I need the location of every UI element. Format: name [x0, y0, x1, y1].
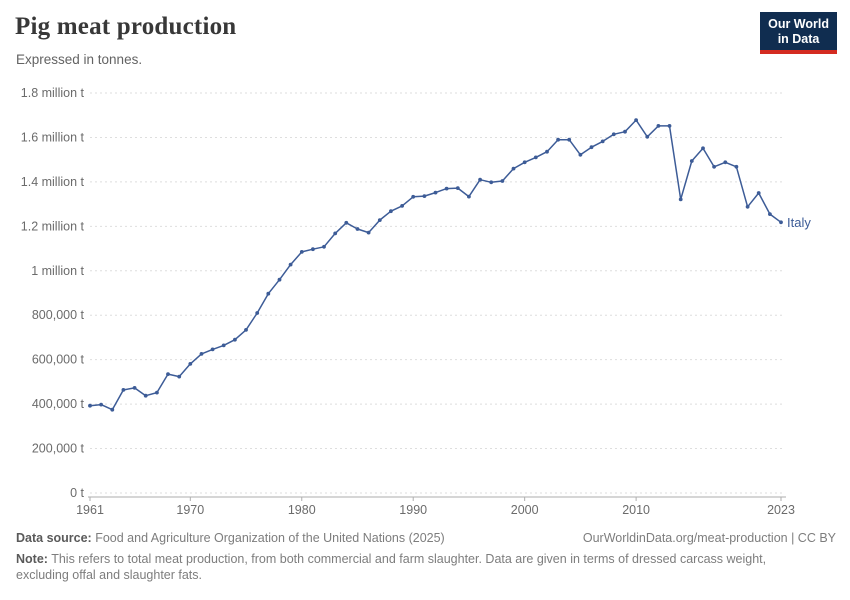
chart-note: Note: This refers to total meat producti… [16, 551, 822, 584]
y-axis-tick-label: 400,000 t [32, 397, 85, 411]
data-point[interactable] [299, 250, 304, 254]
data-point[interactable] [110, 407, 115, 412]
data-point[interactable] [701, 146, 705, 151]
line-chart[interactable]: 0 t 200,000 t 400,000 t 600,000 t 800,000 t 1… [0, 0, 850, 528]
y-axis-tick-label: 1.8 million t [21, 86, 85, 100]
data-point[interactable] [344, 220, 349, 225]
data-point[interactable] [199, 352, 204, 356]
data-source: Data source: Food and Agriculture Organi… [16, 530, 445, 547]
data-point[interactable] [288, 262, 293, 267]
y-axis-tick-label: 0 t [70, 486, 84, 500]
data-point[interactable] [155, 390, 159, 395]
data-point[interactable] [533, 155, 538, 160]
data-point[interactable] [311, 247, 315, 252]
data-point[interactable] [444, 186, 449, 191]
data-point[interactable] [611, 132, 616, 137]
data-point[interactable] [177, 374, 182, 379]
data-point[interactable] [745, 204, 750, 209]
data-point[interactable] [400, 204, 404, 208]
data-point[interactable] [166, 372, 170, 376]
data-point[interactable] [634, 118, 638, 122]
data-point[interactable] [511, 166, 516, 171]
chart-note-text: This refers to total meat production, fr… [16, 551, 767, 583]
x-axis-tick-label: 1970 [176, 503, 204, 517]
series-line-italy[interactable] [89, 119, 782, 411]
data-point[interactable] [734, 164, 739, 169]
data-point[interactable] [712, 164, 716, 169]
source-row: Data source: Food and Agriculture Organi… [16, 530, 836, 547]
data-point[interactable] [389, 209, 393, 214]
data-point[interactable] [277, 277, 282, 282]
data-point[interactable] [188, 362, 193, 366]
y-axis-tick-label: 600,000 t [32, 353, 85, 367]
data-point[interactable] [589, 145, 594, 150]
page-title: Pig meat production [15, 13, 237, 40]
x-axis-tick-label: 2023 [767, 503, 795, 517]
data-point[interactable] [578, 152, 583, 157]
data-point[interactable] [489, 180, 494, 185]
x-axis-tick-label: 2010 [622, 503, 650, 517]
y-axis-tick-label: 1.4 million t [21, 175, 85, 189]
data-point[interactable] [210, 347, 215, 352]
data-point[interactable] [233, 337, 237, 342]
data-point[interactable] [689, 159, 694, 163]
data-point[interactable] [377, 218, 382, 223]
data-point[interactable] [545, 149, 549, 154]
data-point[interactable] [467, 194, 471, 199]
data-point[interactable] [678, 197, 683, 202]
data-point[interactable] [244, 328, 248, 332]
chart-footer: Data source: Food and Agriculture Organi… [16, 530, 836, 584]
data-point[interactable] [433, 190, 438, 195]
data-point[interactable] [656, 124, 661, 128]
data-point[interactable] [366, 230, 371, 235]
data-point[interactable] [556, 137, 560, 142]
data-point[interactable] [455, 186, 460, 191]
data-point[interactable] [422, 194, 427, 199]
data-point[interactable] [355, 227, 360, 231]
data-point[interactable] [322, 244, 326, 249]
data-point[interactable] [411, 194, 416, 199]
data-point[interactable] [723, 160, 728, 165]
x-axis-tick-label: 1961 [76, 503, 104, 517]
data-point[interactable] [779, 220, 783, 225]
y-axis-tick-label: 800,000 t [32, 308, 85, 322]
data-point[interactable] [143, 393, 148, 398]
data-point[interactable] [221, 343, 226, 348]
y-axis-tick-label: 1 million t [31, 264, 84, 278]
owid-logo-line1: Our World [768, 17, 829, 31]
data-point[interactable] [88, 403, 92, 408]
data-point[interactable] [99, 402, 103, 407]
data-point[interactable] [500, 179, 505, 183]
data-point[interactable] [623, 129, 627, 134]
x-axis-tick-label: 1990 [399, 503, 427, 517]
chart-subtitle: Expressed in tonnes. [16, 52, 143, 67]
data-point[interactable] [132, 386, 137, 390]
y-axis-tick-label: 1.2 million t [21, 219, 85, 233]
data-point[interactable] [478, 177, 482, 182]
series-label[interactable]: Italy [787, 215, 811, 230]
data-source-label: Data source: [16, 531, 92, 545]
data-point[interactable] [645, 134, 650, 139]
y-axis-tick-label: 1.6 million t [21, 130, 85, 144]
data-source-text: Food and Agriculture Organization of the… [91, 531, 445, 545]
data-point[interactable] [266, 291, 271, 296]
data-point[interactable] [768, 212, 772, 217]
data-point[interactable] [255, 311, 260, 315]
data-point[interactable] [522, 160, 527, 165]
data-point[interactable] [667, 124, 672, 128]
y-axis-tick-label: 200,000 t [32, 442, 85, 456]
chart-note-label: Note: [16, 551, 48, 566]
x-axis-tick-label: 2000 [511, 503, 539, 517]
data-point[interactable] [756, 191, 761, 195]
data-point[interactable] [567, 137, 572, 142]
owid-logo-line2: in Data [777, 32, 820, 46]
x-axis-tick-label: 1980 [288, 503, 316, 517]
data-point[interactable] [121, 388, 126, 392]
owid-logo: Our World in Data [760, 12, 837, 54]
data-point[interactable] [600, 139, 605, 144]
attribution-link[interactable]: OurWorldinData.org/meat-production | CC … [582, 531, 836, 545]
data-point[interactable] [333, 231, 338, 236]
